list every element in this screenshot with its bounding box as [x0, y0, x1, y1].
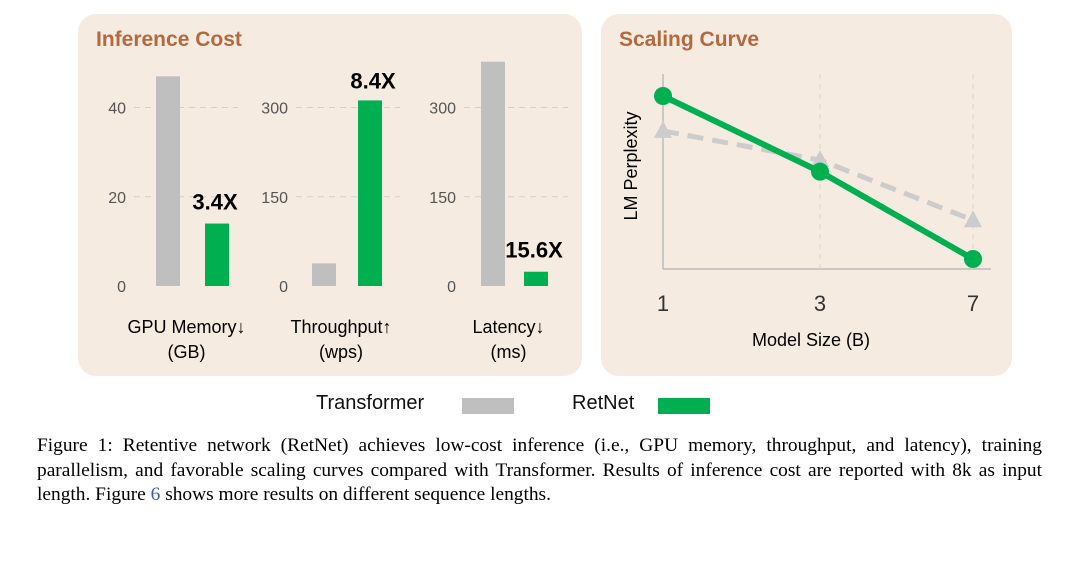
scaling-curve-title: Scaling Curve: [619, 28, 760, 51]
inference-cost-title: Inference Cost: [96, 28, 242, 51]
legend-retnet-swatch: [658, 398, 710, 414]
bar-retnet: [358, 100, 382, 287]
x-tick-label: 3: [814, 291, 826, 316]
x-tick-label: 7: [967, 291, 979, 316]
speedup-label: 15.6X: [505, 238, 563, 263]
y-tick-label: 300: [261, 101, 288, 118]
y-tick-label: 0: [447, 279, 456, 296]
x-axis-label: Model Size (B): [752, 330, 870, 350]
transformer-triangle-marker: [654, 120, 672, 138]
x-axis-label: Throughput↑: [290, 317, 391, 337]
inference-cost-panel: Inference Cost 0 20 40 3.4X GPU Memory↓ (GB) 0…: [78, 14, 582, 376]
retnet-circle-marker: [811, 162, 829, 181]
x-tick-label: 1: [657, 291, 669, 316]
retnet-circle-marker: [964, 250, 982, 268]
figure-link[interactable]: 6: [150, 484, 161, 506]
legend-transformer-label: Transformer: [316, 392, 425, 414]
x-axis-unit: (GB): [168, 342, 206, 362]
legend-retnet-label: RetNet: [572, 392, 635, 414]
figure-caption: Figure 1: Retentive network (RetNet) ach…: [37, 434, 1042, 508]
y-tick-label: 20: [108, 190, 126, 207]
y-tick-label: 150: [429, 190, 456, 207]
bar-transformer: [156, 76, 180, 286]
y-tick-label: 150: [261, 190, 288, 207]
scaling-curve-chart: LM Perplexity 1 3 7 Model Size (B): [621, 74, 991, 350]
y-tick-label: 300: [429, 101, 456, 118]
bar-transformer: [481, 61, 505, 286]
x-axis-unit: (ms): [491, 342, 527, 362]
bar-transformer: [312, 263, 336, 286]
scaling-curve-panel: Scaling Curve LM Perplexity 1 3 7 Model Size…: [601, 14, 1012, 376]
transformer-triangle-marker: [964, 210, 982, 228]
caption-text-2: shows more results on different sequence…: [160, 484, 551, 506]
legend-transformer-swatch: [462, 398, 514, 414]
x-axis-unit: (wps): [319, 342, 363, 362]
caption-text-1: Figure 1: Retentive network (RetNet) ach…: [37, 435, 1042, 506]
inference-cost-chart: 0 20 40 3.4X GPU Memory↓ (GB) 0 150 300 8.4X Throu…: [108, 61, 568, 362]
retnet-circle-marker: [654, 87, 672, 105]
speedup-label: 3.4X: [192, 190, 238, 215]
x-axis-label: Latency↓: [472, 317, 544, 337]
legend: Transformer RetNet: [0, 392, 1080, 420]
speedup-label: 8.4X: [350, 68, 396, 93]
y-axis-label: LM Perplexity: [621, 111, 641, 220]
x-axis-label: GPU Memory↓: [127, 317, 245, 337]
transformer-triangle-marker: [811, 150, 829, 168]
bar-retnet: [205, 223, 229, 286]
y-tick-label: 40: [108, 101, 126, 118]
bar-retnet: [524, 271, 548, 286]
y-tick-label: 0: [117, 279, 126, 296]
y-tick-label: 0: [279, 279, 288, 296]
